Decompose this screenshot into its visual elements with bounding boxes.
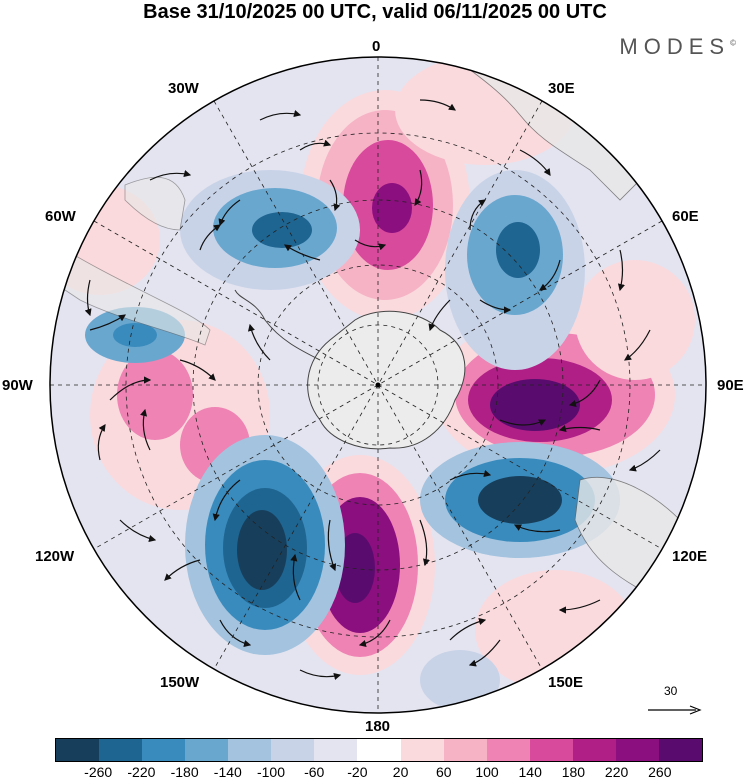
lon-label-150w: 150W: [160, 674, 200, 691]
reference-vector-label: 30: [664, 684, 678, 698]
lon-label-0: 0: [372, 38, 381, 55]
colorbar-tick-label: -180: [170, 764, 199, 780]
colorbar-ticks: -260 -220 -180 -140 -100 -60 -20 20 60 100 140 180 2…: [55, 764, 703, 782]
wind-vectors: [84, 99, 661, 680]
colorbar: [55, 738, 703, 762]
colorbar-tick-label: 100: [475, 764, 499, 780]
colorbar-swatch: [271, 739, 315, 761]
colorbar-swatch: [615, 739, 659, 761]
lon-label-150e: 150E: [548, 674, 584, 691]
colorbar-swatch: [443, 739, 487, 761]
lon-label-120w: 120W: [35, 548, 75, 565]
lon-label-120e: 120E: [672, 548, 708, 565]
colorbar-swatch: [99, 739, 143, 761]
colorbar-swatch: [56, 739, 100, 761]
colorbar-swatch: [658, 739, 702, 761]
colorbar-tick-label: -220: [127, 764, 156, 780]
colorbar-swatch: [572, 739, 616, 761]
colorbar-tick-label: 180: [561, 764, 586, 780]
lon-label-60e: 60E: [672, 208, 699, 225]
reference-vector-arrow: [648, 705, 702, 715]
colorbar-tick-label: 260: [648, 764, 672, 780]
colorbar-swatch: [400, 739, 444, 761]
map-title: Base 31/10/2025 00 UTC, valid 06/11/2025…: [143, 1, 607, 23]
map-disc: [50, 57, 706, 713]
colorbar-swatch: [314, 739, 358, 761]
lon-label-180: 180: [365, 718, 391, 735]
lon-label-30w: 30W: [168, 80, 199, 97]
colorbar-swatch: [486, 739, 530, 761]
colorbar-tick-label: 20: [392, 764, 409, 780]
colorbar-swatch: [142, 739, 186, 761]
colorbar-swatch: [185, 739, 229, 761]
brand-logo: MODES©: [619, 34, 736, 60]
colorbar-swatch: [357, 739, 401, 761]
lon-label-90e: 90E: [717, 377, 744, 394]
negative-anomaly-fields: [85, 170, 620, 710]
colorbar-tick-label: 220: [604, 764, 629, 780]
colorbar-tick-label: -260: [84, 764, 113, 780]
brand-mark: ©: [730, 38, 736, 48]
antarctic-peninsula: [234, 289, 321, 361]
brand-name: MODES: [619, 34, 731, 59]
colorbar-tick-label: -100: [256, 764, 286, 780]
colorbar-tick-label: -60: [304, 764, 325, 780]
lon-label-60w: 60W: [45, 208, 76, 225]
colorbar-tick-label: 140: [518, 764, 542, 780]
colorbar-tick-label: -140: [213, 764, 242, 780]
colorbar-tick-label: -20: [347, 764, 368, 780]
map-border: [49, 56, 707, 714]
south-pole-marker: [375, 382, 381, 388]
colorbar-tick-label: 60: [436, 764, 452, 780]
south-america-tip: [124, 176, 186, 231]
colorbar-swatch: [529, 739, 573, 761]
lon-label-90w: 90W: [2, 377, 33, 394]
lon-label-30e: 30E: [548, 80, 575, 97]
colorbar-swatch: [228, 739, 272, 761]
